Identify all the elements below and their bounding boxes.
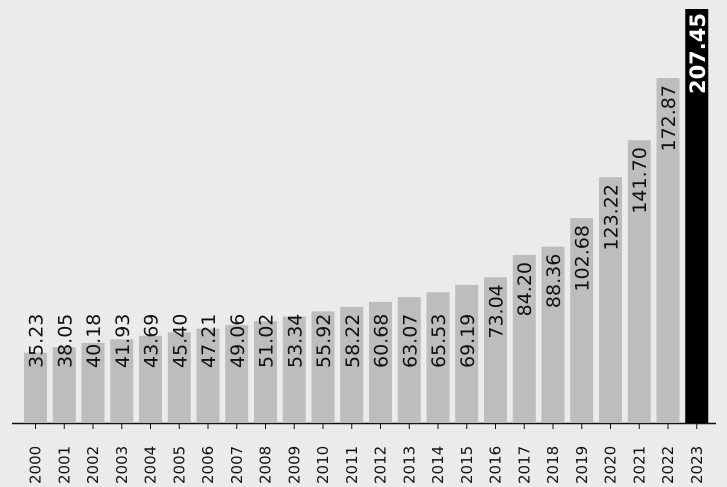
data-label-2022: 172.87 <box>658 85 680 151</box>
data-label-2013: 63.07 <box>399 314 421 368</box>
x-tick-label-2014: 2014 <box>429 446 447 484</box>
data-label-2015: 69.19 <box>457 314 479 368</box>
x-tick-label-2012: 2012 <box>372 446 390 484</box>
bar-2006 <box>196 328 220 423</box>
x-tick-label-2021: 2021 <box>630 446 648 484</box>
bar-2010 <box>311 311 335 423</box>
bar-2009 <box>282 316 306 423</box>
x-tick-label-2020: 2020 <box>602 446 620 484</box>
x-tick-label-2000: 2000 <box>27 446 45 484</box>
data-label-2005: 45.40 <box>169 314 191 368</box>
bar-2016 <box>484 277 507 423</box>
bar-2019 <box>570 218 594 423</box>
bar-2005 <box>167 332 191 423</box>
x-tick-label-2013: 2013 <box>400 446 418 484</box>
x-tick-label-2017: 2017 <box>515 446 533 484</box>
bar-2022 <box>656 78 680 423</box>
bar-2020 <box>599 177 622 423</box>
data-label-2002: 40.18 <box>83 314 105 368</box>
x-tick-label-2016: 2016 <box>487 446 505 484</box>
x-tick-label-2018: 2018 <box>544 446 562 484</box>
data-label-2007: 49.06 <box>227 314 249 368</box>
data-label-2001: 38.05 <box>54 314 76 368</box>
bar-2013 <box>397 297 421 423</box>
bar-2003 <box>110 339 134 423</box>
x-tick-label-2015: 2015 <box>458 446 476 484</box>
bar-2008 <box>254 321 277 423</box>
x-tick-label-2019: 2019 <box>573 446 591 484</box>
bar-2015 <box>455 284 479 423</box>
x-tick-label-2004: 2004 <box>142 446 160 484</box>
x-tick-label-2003: 2003 <box>113 446 131 484</box>
bar-2002 <box>81 342 105 423</box>
data-label-2021: 141.70 <box>629 147 651 213</box>
x-tick-label-2023: 2023 <box>688 446 706 484</box>
data-label-2019: 102.68 <box>572 225 594 291</box>
bar-2011 <box>340 306 364 423</box>
data-label-2009: 53.34 <box>284 314 306 368</box>
bar-2004 <box>139 335 162 423</box>
data-label-2006: 47.21 <box>198 314 220 368</box>
data-label-2010: 55.92 <box>313 314 335 368</box>
x-tick-label-2010: 2010 <box>314 446 332 484</box>
data-label-2012: 60.68 <box>371 314 393 368</box>
x-tick-label-2007: 2007 <box>228 446 246 484</box>
data-label-2020: 123.22 <box>601 184 623 250</box>
data-label-2016: 73.04 <box>486 284 508 338</box>
bar-2023 <box>685 9 709 423</box>
data-label-2011: 58.22 <box>342 314 364 368</box>
bar-2021 <box>627 140 651 423</box>
x-tick-label-2008: 2008 <box>257 446 275 484</box>
bar-2012 <box>369 301 392 423</box>
data-label-2003: 41.93 <box>112 314 134 368</box>
bar-2007 <box>225 325 249 423</box>
bar-2017 <box>512 254 536 423</box>
data-label-2018: 88.36 <box>543 254 565 308</box>
x-tick-label-2022: 2022 <box>659 446 677 484</box>
x-tick-label-2009: 2009 <box>285 446 303 484</box>
x-tick-label-2005: 2005 <box>170 446 188 484</box>
bar-2001 <box>52 347 76 423</box>
bar-2000 <box>24 352 47 423</box>
data-label-2000: 35.23 <box>26 314 48 368</box>
data-label-2023: 207.45 <box>686 13 710 94</box>
x-tick-label-2002: 2002 <box>84 446 102 484</box>
bar-2018 <box>541 246 565 423</box>
data-label-2004: 43.69 <box>141 314 163 368</box>
data-label-2017: 84.20 <box>514 262 536 316</box>
x-tick-label-2006: 2006 <box>199 446 217 484</box>
data-label-2014: 65.53 <box>428 314 450 368</box>
x-tick-label-2011: 2011 <box>343 446 361 484</box>
x-tick-label-2001: 2001 <box>55 446 73 484</box>
bar-2014 <box>426 292 450 423</box>
data-label-2008: 51.02 <box>256 314 278 368</box>
